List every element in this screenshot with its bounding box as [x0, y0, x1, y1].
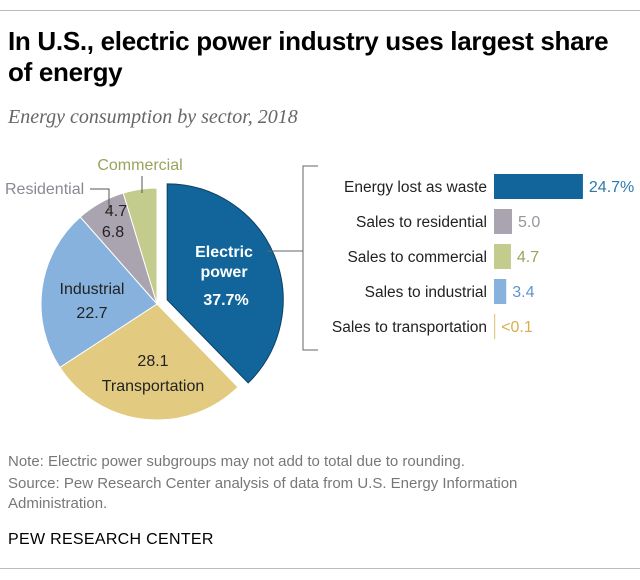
bottom-rule: [0, 568, 640, 569]
bar-value-label: 4.7: [517, 249, 539, 266]
footer-brand: PEW RESEARCH CENTER: [8, 531, 214, 548]
residential-label: Residential: [5, 181, 84, 198]
transportation-label: Transportation: [102, 378, 205, 395]
transportation-value: 28.1: [137, 353, 168, 370]
bar-category-label: Energy lost as waste: [344, 179, 487, 196]
residential-value: 6.8: [102, 224, 124, 241]
bar-category-label: Sales to transportation: [332, 319, 487, 336]
commercial-label: Commercial: [97, 157, 182, 174]
pie-slice-electric-power: [166, 183, 284, 384]
note-text: Note: Electric power subgroups may not a…: [8, 453, 465, 470]
bar-value-label: <0.1: [501, 319, 533, 336]
industrial-label: Industrial: [60, 281, 125, 298]
pie-slice-commercial: [122, 187, 158, 305]
bracket: [302, 165, 318, 351]
bar-value-label: 24.7%: [589, 179, 634, 196]
bar-value-label: 3.4: [512, 284, 534, 301]
pie-slice-industrial: [40, 216, 158, 369]
industrial-value: 22.7: [76, 305, 107, 322]
bar: [494, 244, 511, 269]
bar: [494, 209, 512, 234]
bar-category-label: Sales to residential: [356, 214, 487, 231]
electric-label-line2: power: [200, 264, 247, 281]
top-rule: [0, 10, 640, 11]
bar-category-label: Sales to industrial: [365, 284, 487, 301]
bar-category-label: Sales to commercial: [347, 249, 487, 266]
electric-value: 37.7%: [203, 292, 248, 309]
chart-subtitle: Energy consumption by sector, 2018: [8, 106, 298, 128]
bar-value-label: 5.0: [518, 214, 540, 231]
chart-svg: Electric power 37.7% 28.1 Transportation Indu…: [5, 157, 634, 421]
chart-title: In U.S., electric power industry uses la…: [8, 26, 609, 87]
bar: [494, 279, 507, 304]
electric-label-line1: Electric: [195, 244, 253, 261]
bar: [494, 314, 496, 339]
pie-slice-transportation: [59, 303, 239, 421]
commercial-value: 4.7: [105, 203, 127, 220]
source-text: Source: Pew Research Center analysis of …: [8, 475, 518, 512]
residential-leader-line: [90, 188, 110, 211]
bar: [494, 174, 583, 199]
